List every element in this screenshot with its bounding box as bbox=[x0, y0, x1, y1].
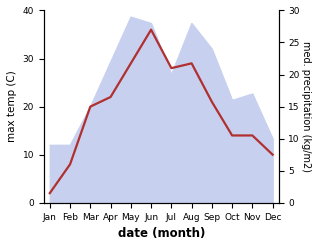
Y-axis label: max temp (C): max temp (C) bbox=[7, 71, 17, 143]
Y-axis label: med. precipitation (kg/m2): med. precipitation (kg/m2) bbox=[301, 41, 311, 172]
X-axis label: date (month): date (month) bbox=[118, 227, 205, 240]
